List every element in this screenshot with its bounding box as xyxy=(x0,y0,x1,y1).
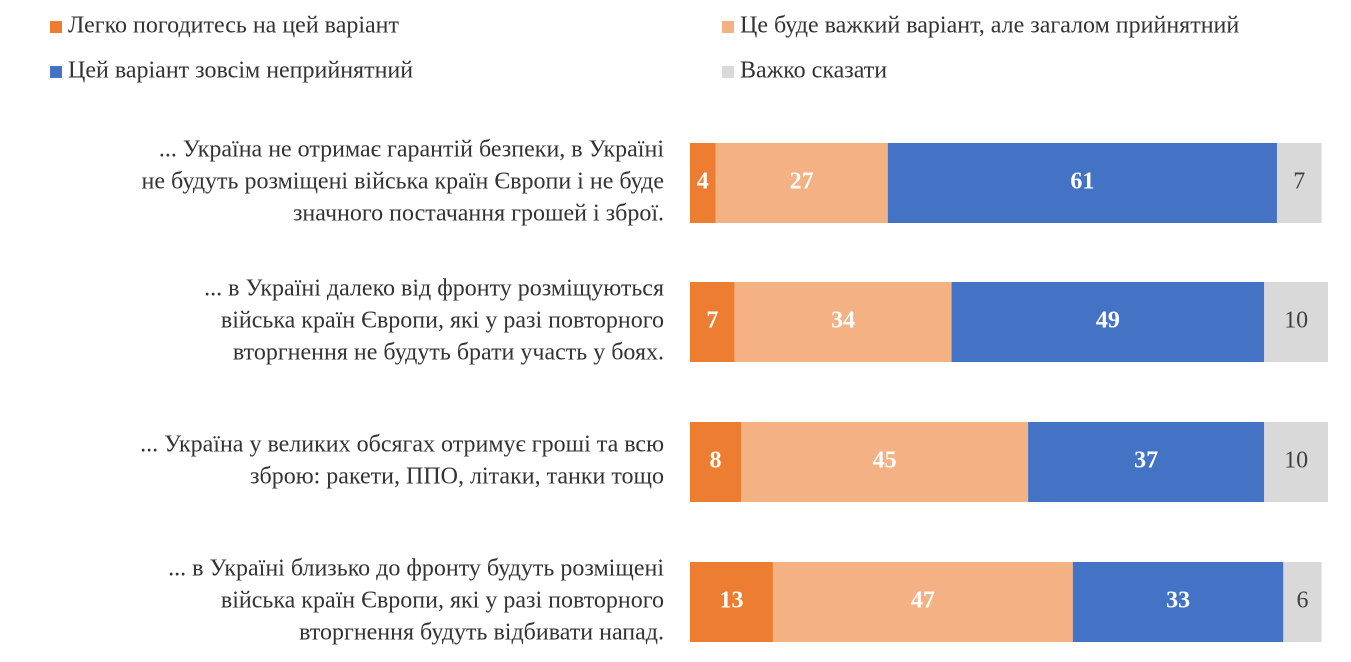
category-label: ... в Україні далеко від фронту розміщую… xyxy=(204,276,664,302)
category-label: війська країн Європи, які у разі повторн… xyxy=(221,308,664,334)
data-label: 7 xyxy=(706,308,718,334)
bar-segment xyxy=(772,562,1073,642)
data-label: 8 xyxy=(710,448,722,474)
data-label: 61 xyxy=(1070,169,1094,195)
bar-segment xyxy=(1072,562,1284,642)
data-label: 37 xyxy=(1134,448,1158,474)
legend-swatch xyxy=(722,21,734,33)
bar-segment xyxy=(1028,422,1265,502)
bar-segment xyxy=(690,143,716,223)
data-label: 49 xyxy=(1096,308,1120,334)
bar-segment xyxy=(690,282,735,362)
data-label: 47 xyxy=(911,588,935,614)
category-label: вторгнення будуть відбивати напад. xyxy=(299,620,664,646)
bar-segment xyxy=(690,422,742,502)
legend-label: Це буде важкий варіант, але загалом прий… xyxy=(740,13,1239,39)
category-label: зброю: ракети, ППО, літаки, танки тощо xyxy=(250,464,664,490)
bar-segment xyxy=(741,422,1029,502)
category-label: війська країн Європи, які у разі повторн… xyxy=(221,588,664,614)
bar-segment xyxy=(1283,562,1322,642)
category-label: ... в Україні близько до фронту будуть р… xyxy=(168,556,664,582)
category-label: ... Україна у великих обсягах отримує гр… xyxy=(140,432,664,458)
data-label: 33 xyxy=(1166,588,1190,614)
data-label: 10 xyxy=(1284,448,1308,474)
data-label: 4 xyxy=(697,169,709,195)
data-label: 13 xyxy=(719,588,743,614)
category-label: не будуть розміщені війська країн Європи… xyxy=(142,169,664,195)
data-label: 45 xyxy=(873,448,897,474)
bar-segment xyxy=(887,143,1277,223)
bar-segment xyxy=(690,562,773,642)
data-label: 10 xyxy=(1284,308,1308,334)
category-label: вторгнення не будуть брати участь у боях… xyxy=(233,340,664,366)
bar-segment xyxy=(1264,282,1328,362)
bar-segment xyxy=(715,143,888,223)
category-label: ... Україна не отримає гарантій безпеки,… xyxy=(159,137,664,163)
data-label: 6 xyxy=(1296,588,1308,614)
legend-label: Цей варіант зовсім неприйнятний xyxy=(68,58,413,84)
bar-segment xyxy=(951,282,1265,362)
bar-segment xyxy=(734,282,952,362)
legend-swatch xyxy=(50,66,62,78)
legend-swatch xyxy=(722,66,734,78)
legend-label: Легко погодитесь на цей варіант xyxy=(68,13,400,39)
data-label: 27 xyxy=(790,169,814,195)
data-label: 34 xyxy=(831,308,855,334)
category-label: значного постачання грошей і зброї. xyxy=(293,201,664,227)
bar-segment xyxy=(1264,422,1328,502)
bar-segment xyxy=(1276,143,1322,223)
legend-label: Важко сказати xyxy=(740,58,887,84)
legend-swatch xyxy=(50,21,62,33)
data-label: 7 xyxy=(1293,169,1305,195)
